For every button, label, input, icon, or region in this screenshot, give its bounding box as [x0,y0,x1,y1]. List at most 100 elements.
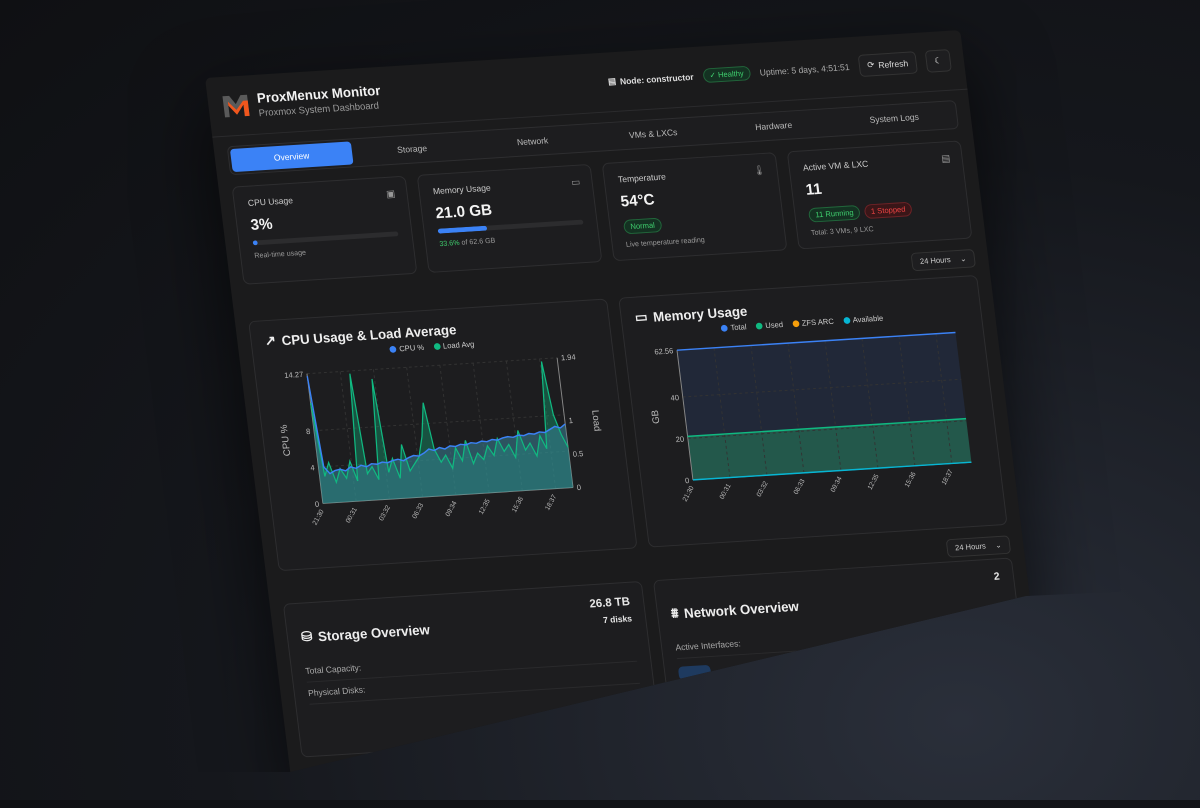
x-tick-label: 00:31 [719,482,733,500]
cpu-label: CPU Usage [247,195,294,208]
cpu-chart-panel: ↗ CPU Usage & Load Average CPU % Load Avg … [248,298,638,572]
network-title: Network Overview [683,597,800,621]
y2-tick-label: 1 [568,416,573,425]
hard-drive-icon: ⛁ [300,628,314,645]
network-icon: ⩩ [670,604,680,621]
tab-overview[interactable]: Overview [229,141,354,173]
storage-disks-value: 7 disks [602,613,633,626]
grid-line [687,420,967,439]
memory-chart-title: Memory Usage [652,302,749,325]
x-tick-label: 12:35 [867,473,881,491]
vm-lxc-card: ▤ Active VM & LXC 11 11 Running 1 Stoppe… [786,140,973,250]
server-icon: ▤ [940,153,951,165]
y-tick-label: 14.27 [284,370,304,380]
refresh-button[interactable]: ⟳ Refresh [857,51,918,78]
moon-icon: ☾ [933,55,943,66]
tab-storage[interactable]: Storage [396,143,428,155]
refresh-icon: ⟳ [866,59,876,70]
x-tick-label: 18:37 [544,493,558,511]
grid-line [713,347,731,478]
cpu-icon: ▣ [385,188,396,201]
time-range-select[interactable]: 24 Hours ⌄ [910,248,977,272]
node-info: ▤ Node: constructor [607,71,694,87]
memory-card: ▭ Memory Usage 21.0 GB 33.6% of 62.6 GB [416,163,603,273]
tab-hardware[interactable]: Hardware [754,120,793,133]
y-tick-label: 0 [684,476,689,485]
tab-system-logs[interactable]: System Logs [869,112,920,125]
memory-value: 21.0 GB [434,202,494,223]
header: ProxMenux Monitor Proxmox System Dashboa… [205,30,968,138]
y-tick-label: 0 [314,500,319,509]
grid-line [406,367,424,498]
available-line [692,461,972,481]
network-time-range-select[interactable]: 24 Hours ⌄ [945,535,1012,558]
y-axis-label: CPU % [279,424,294,457]
load-avg-line [309,361,569,485]
x-tick-label: 06:33 [411,502,425,520]
y-axis [306,373,324,504]
grid-line [750,345,768,476]
total-line [676,331,956,351]
time-range-value: 24 Hours [954,541,987,553]
grid-line [861,338,879,469]
memory-icon: ▭ [633,308,649,325]
server-icon: ▤ [607,76,617,87]
storage-overview-panel: ⛁ Storage Overview 26.8 TB 7 disks Total C… [282,580,661,758]
grid-line [339,371,357,502]
node-name: Node: constructor [619,71,695,86]
y2-tick-label: 1.94 [560,352,577,362]
grid-line [505,360,523,491]
cpu-chart: 0 4 8 14.27 21:30 00:31 03:32 06:33 09:34 12:35 15… [279,352,603,526]
grid-line [682,378,962,398]
y-axis-label: GB [650,410,663,425]
grid-line [787,343,805,473]
uptime: Uptime: 5 days, 4:51:51 [759,61,851,78]
cpu-line [306,376,566,475]
grid-line [898,336,916,466]
y2-axis-label: Load [589,410,602,432]
memory-label: Memory Usage [432,182,492,197]
memory-chart-panel: ▭ Memory Usage Total Used ZFS ARC Availab… [618,274,1008,548]
y-tick-label: 62.56 [654,346,674,356]
dashboard-window: ProxMenux Monitor Proxmox System Dashboa… [205,30,1050,772]
cpu-area [307,376,574,504]
temperature-sub: Live temperature reading [625,235,706,249]
x-tick-label: 12:35 [478,498,492,516]
x-tick-label: 03:32 [756,480,770,498]
y2-tick-label: 0 [576,483,581,492]
interface-badge [677,664,712,681]
network-overview-panel: ⩩ Network Overview 2 Active Interfaces: [652,557,1031,735]
memory-progress-fill [437,225,488,234]
chevron-down-icon: ⌄ [959,254,967,264]
trending-up-icon: ↗ [263,332,277,349]
active-interfaces-label: Active Interfaces: [674,638,742,653]
tab-network[interactable]: Network [516,135,549,148]
y2-axis [556,357,574,488]
grid-line [935,333,953,464]
grid-line [313,414,565,432]
storage-total-value: 26.8 TB [588,594,631,611]
x-tick-label: 21:30 [682,485,696,503]
x-tick-label: 00:31 [345,506,359,524]
storage-title: Storage Overview [317,621,431,644]
temperature-value: 54°C [619,191,656,211]
y-tick-label: 20 [675,435,684,445]
vm-sub: Total: 3 VMs, 9 LXC [810,224,875,238]
y-tick-label: 4 [310,463,316,472]
x-tick-label: 18:37 [941,468,955,486]
cpu-progress-fill [252,240,258,246]
y2-tick-label: 0.5 [572,449,584,459]
y-axis [676,350,694,480]
grid-line [439,365,457,496]
tab-vms-lxcs[interactable]: VMs & LXCs [628,127,678,141]
memory-icon: ▭ [570,177,581,189]
grid-line [472,363,490,493]
theme-toggle-button[interactable]: ☾ [924,49,952,73]
y-tick-label: 8 [305,427,310,436]
memory-chart: 0 20 40 62.56 21:30 00:31 03:32 06:33 09:34 12:35… [650,331,972,503]
temperature-status-badge: Normal [622,217,663,235]
x-tick-label: 15:36 [904,471,918,489]
chevron-down-icon: ⌄ [994,540,1003,550]
time-range-value: 24 Hours [919,255,952,266]
